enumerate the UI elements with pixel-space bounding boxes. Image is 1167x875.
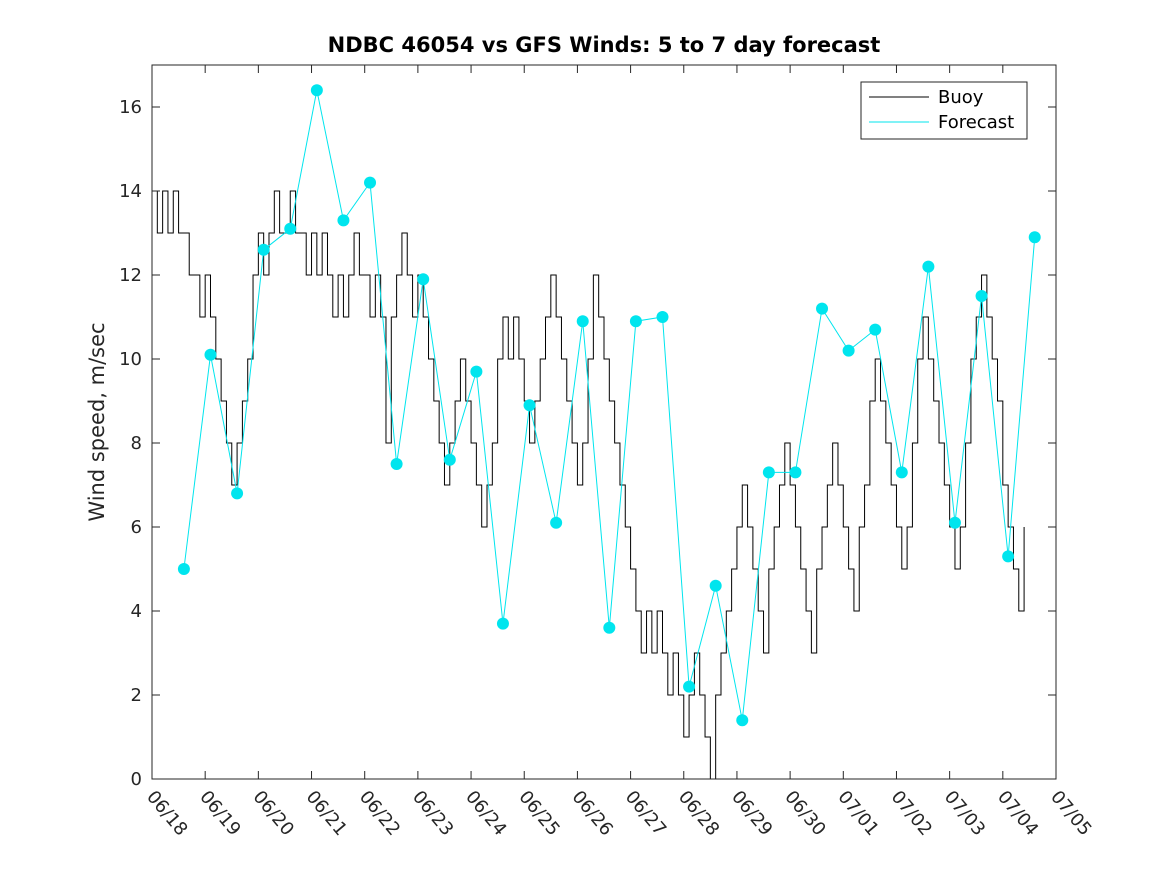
- forecast-point: [629, 315, 642, 328]
- forecast-point: [1002, 550, 1015, 563]
- forecast-point: [895, 466, 908, 479]
- forecast-point: [364, 176, 377, 189]
- forecast-point: [816, 302, 829, 315]
- forecast-point: [922, 260, 935, 273]
- chart-title: NDBC 46054 vs GFS Winds: 5 to 7 day fore…: [328, 33, 881, 57]
- forecast-point: [496, 617, 509, 630]
- y-tick-label: 10: [119, 349, 142, 370]
- forecast-point: [789, 466, 802, 479]
- forecast-point: [417, 273, 430, 286]
- legend: Buoy Forecast: [860, 81, 1028, 140]
- forecast-point: [390, 458, 403, 470]
- forecast-point: [948, 516, 961, 529]
- forecast-point: [177, 563, 190, 575]
- forecast-point: [762, 466, 775, 479]
- y-tick-label: 2: [131, 685, 142, 706]
- y-tick-label: 0: [131, 769, 142, 790]
- y-axis-ticks: 0 2 4 6 8 10 12 14 16: [119, 97, 1056, 790]
- forecast-point: [656, 311, 669, 323]
- forecast-point: [257, 243, 270, 256]
- forecast-point: [709, 579, 722, 592]
- y-tick-label: 12: [119, 265, 142, 286]
- forecast-point: [736, 714, 749, 727]
- y-tick-label: 16: [119, 97, 142, 118]
- forecast-point: [310, 84, 323, 97]
- forecast-point: [869, 323, 882, 336]
- forecast-point: [523, 399, 536, 412]
- legend-box: [860, 81, 1028, 140]
- forecast-markers: [177, 84, 1041, 727]
- forecast-point: [603, 621, 616, 634]
- forecast-point: [1028, 231, 1041, 244]
- forecast-point: [975, 290, 988, 302]
- y-tick-label: 14: [119, 181, 142, 202]
- y-axis-label: Wind speed, m/sec: [85, 322, 109, 521]
- y-tick-label: 4: [131, 601, 142, 622]
- forecast-point: [231, 487, 244, 500]
- y-tick-label: 6: [131, 517, 142, 538]
- buoy-series-line: [152, 190, 1025, 780]
- forecast-point: [550, 516, 563, 529]
- forecast-point: [576, 315, 589, 328]
- forecast-point: [470, 365, 483, 378]
- forecast-point: [284, 222, 297, 235]
- forecast-point: [204, 348, 217, 361]
- forecast-point: [443, 453, 456, 466]
- legend-buoy-label: Buoy: [938, 87, 984, 108]
- forecast-point: [683, 680, 696, 693]
- axes-box: [151, 64, 1057, 780]
- y-tick-label: 8: [131, 433, 142, 454]
- forecast-point: [337, 214, 350, 227]
- legend-forecast-label: Forecast: [938, 112, 1014, 133]
- forecast-point: [842, 344, 855, 357]
